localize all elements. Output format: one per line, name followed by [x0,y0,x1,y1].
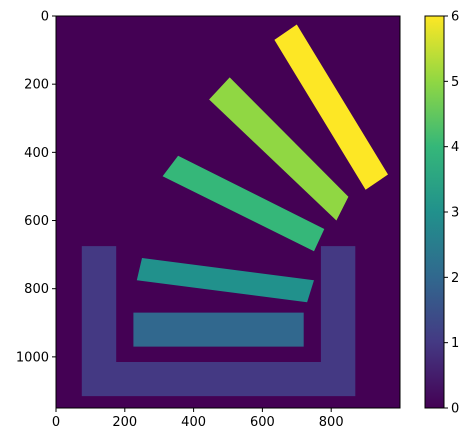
colorbar-tick-label: 4 [451,140,459,155]
shape-tray [81,246,356,397]
colorbar-tick-label: 2 [451,271,459,286]
y-tick-label: 600 [24,214,49,229]
colorbar-tick-label: 6 [451,10,459,25]
x-tick-label: 400 [181,415,206,430]
colorbar-tick-label: 0 [451,402,459,417]
x-axis: 0 200 400 600 800 [52,408,344,430]
y-tick-label: 400 [24,146,49,161]
x-tick-label: 200 [112,415,137,430]
shape-bar-3 [162,155,325,252]
x-tick-label: 800 [319,415,344,430]
y-tick-label: 0 [41,10,49,25]
x-tick-label: 0 [52,415,60,430]
y-tick-label: 800 [24,282,49,297]
plot-frame [55,15,401,409]
colorbar [424,15,445,409]
colorbar-tick-label: 3 [451,206,459,221]
colorbar-tick-label: 5 [451,75,459,90]
shape-bar-1 [133,312,304,347]
y-axis: 0 200 400 600 800 1000 [16,10,56,365]
colorbar-axis: 0 1 2 3 4 5 6 [444,10,459,417]
shape-bar-2 [136,258,314,303]
x-tick-label: 600 [250,415,275,430]
y-tick-label: 1000 [16,350,49,365]
shape-bar-4 [209,77,349,221]
colorbar-tick-label: 1 [451,336,459,351]
shape-bar-5 [274,24,388,190]
y-tick-label: 200 [24,78,49,93]
image-shapes [81,24,388,397]
